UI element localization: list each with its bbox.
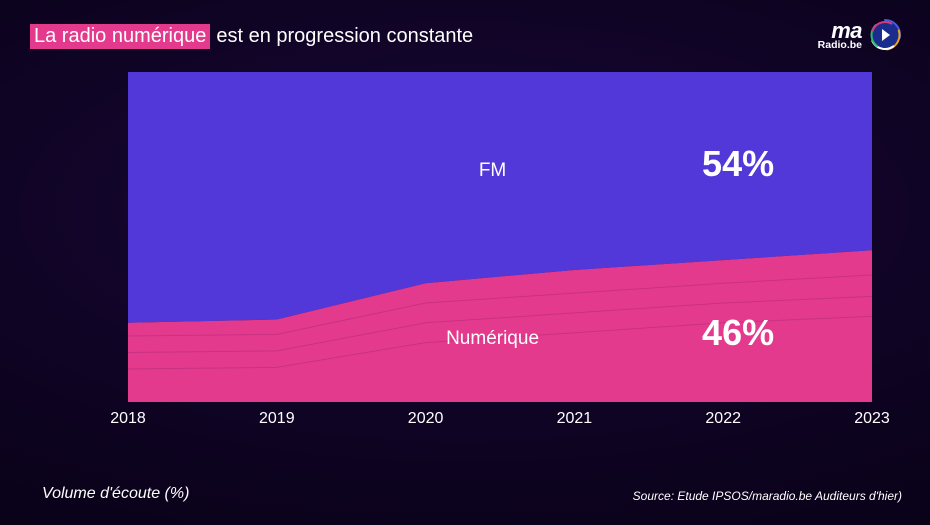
x-tick-2022: 2022 xyxy=(705,410,741,428)
title-highlight: La radio numérique xyxy=(30,24,210,49)
x-tick-2023: 2023 xyxy=(854,410,890,428)
logo: ma Radio.be xyxy=(818,18,902,52)
logo-icon xyxy=(868,18,902,52)
logo-text: ma Radio.be xyxy=(818,20,862,51)
value-label-FM: 54% xyxy=(702,143,774,185)
value-label-Numérique: 46% xyxy=(702,312,774,354)
x-tick-2021: 2021 xyxy=(557,410,593,428)
slide-title: La radio numérique est en progression co… xyxy=(30,24,473,49)
series-label-Numérique: Numérique xyxy=(446,328,539,350)
footer-right: Source: Etude IPSOS/maradio.be Auditeurs… xyxy=(633,489,902,503)
x-tick-2020: 2020 xyxy=(408,410,444,428)
logo-line2: Radio.be xyxy=(818,40,862,51)
x-tick-2018: 2018 xyxy=(110,410,146,428)
footer-left: Volume d'écoute (%) xyxy=(42,485,189,503)
title-rest: est en progression constante xyxy=(216,25,473,48)
series-label-FM: FM xyxy=(479,160,506,182)
chart: Numérique 46% FM 54% xyxy=(128,72,872,402)
x-tick-2019: 2019 xyxy=(259,410,295,428)
